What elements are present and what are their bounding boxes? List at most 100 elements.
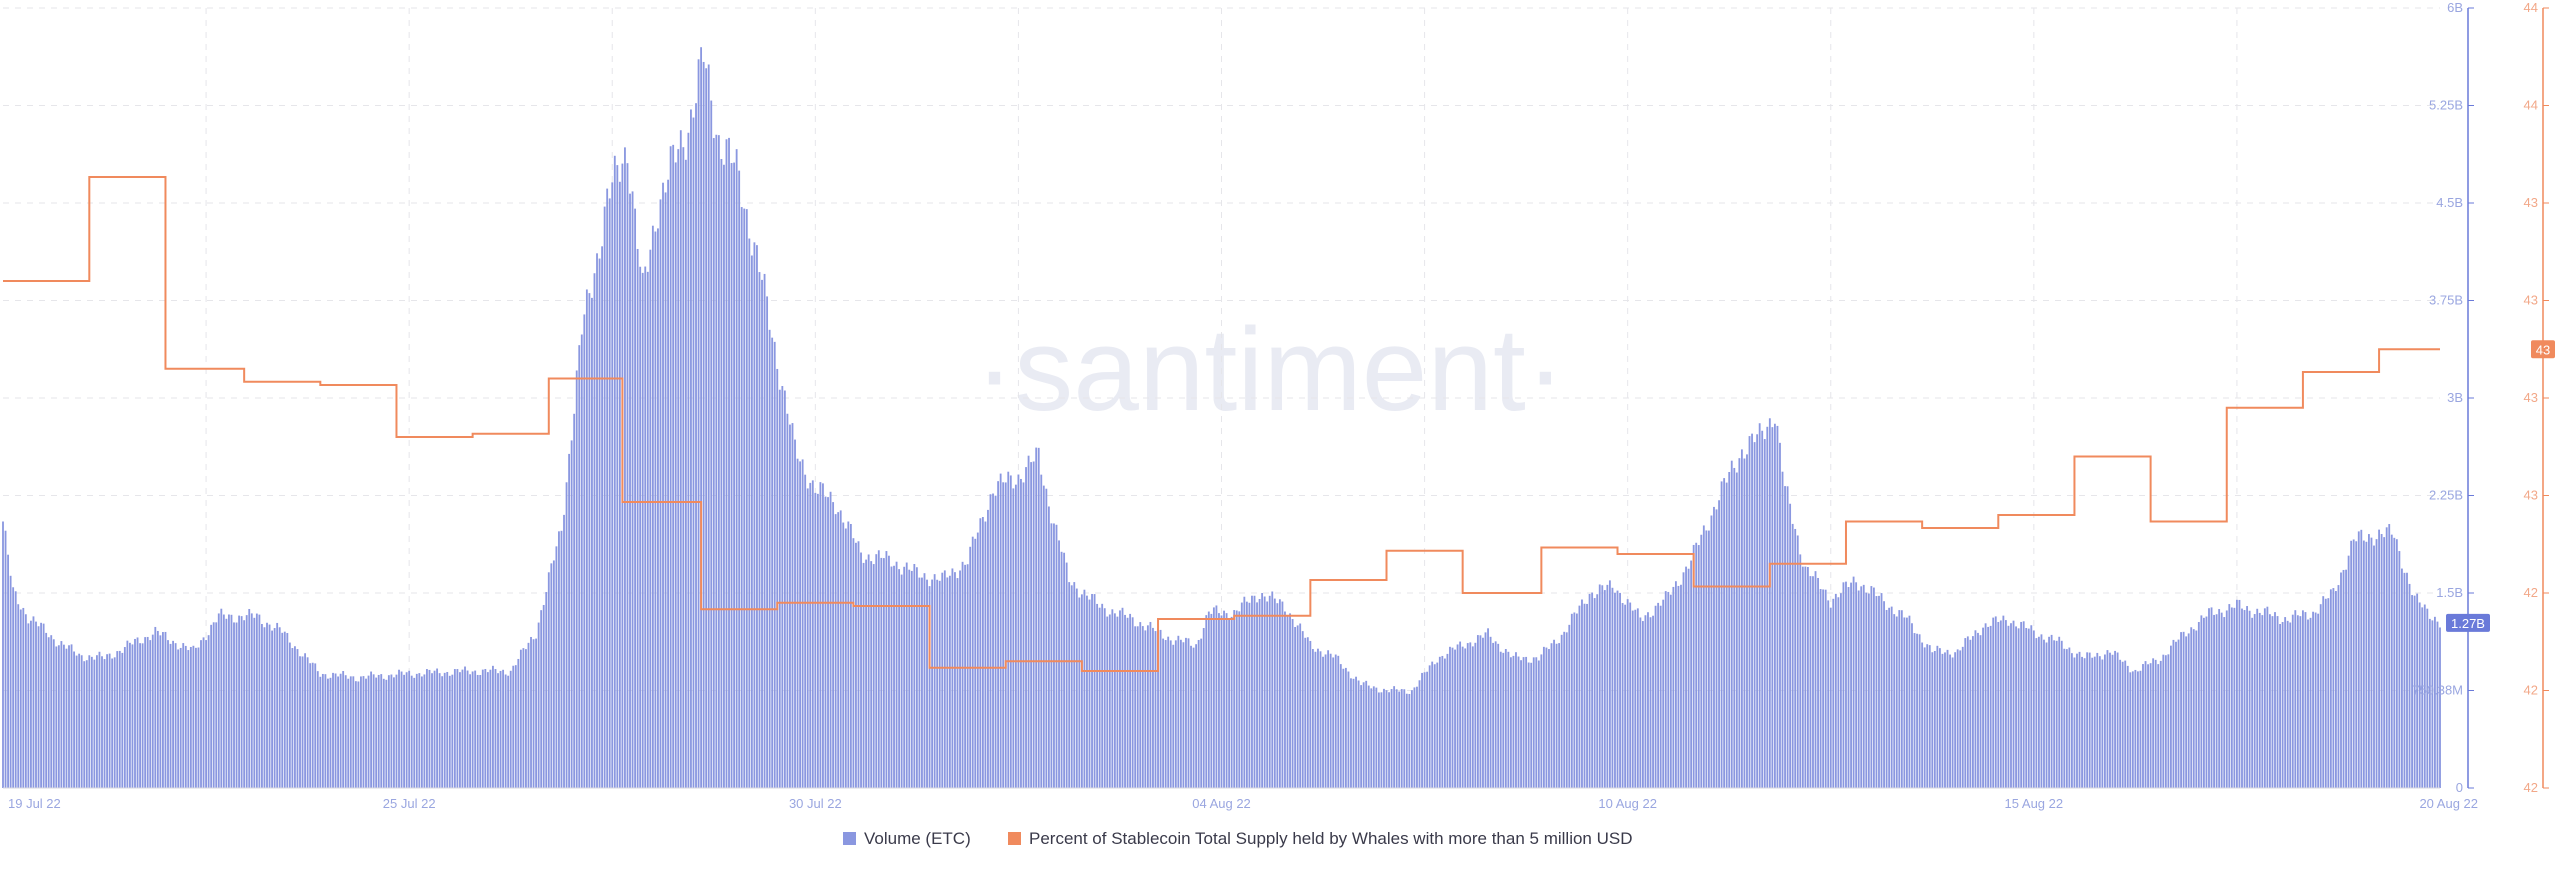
volume-bar bbox=[296, 649, 299, 788]
volume-bar bbox=[1992, 617, 1995, 788]
volume-bar bbox=[283, 631, 286, 788]
volume-bar bbox=[870, 561, 873, 788]
volume-bar bbox=[111, 658, 114, 788]
volume-bar bbox=[291, 648, 294, 788]
volume-bar bbox=[1520, 660, 1522, 788]
volume-bar bbox=[253, 617, 256, 788]
volume-bar bbox=[1479, 635, 1482, 788]
volume-bar bbox=[1332, 657, 1335, 788]
volume-bar bbox=[1824, 589, 1827, 788]
volume-bar bbox=[504, 674, 507, 788]
volume-bar bbox=[657, 228, 659, 788]
volume-bar bbox=[354, 681, 357, 788]
volume-bar bbox=[1905, 617, 1908, 788]
stablecoin-step-line bbox=[3, 176, 2440, 672]
volume-bar bbox=[1586, 603, 1588, 788]
volume-bar bbox=[197, 647, 200, 788]
volume-bar bbox=[933, 574, 936, 788]
volume-bar bbox=[1649, 617, 1652, 788]
volume-bar bbox=[596, 253, 598, 789]
volume-bar bbox=[1350, 678, 1352, 788]
volume-bar bbox=[778, 389, 781, 788]
volume-bar bbox=[1819, 589, 1822, 788]
volume-bar bbox=[365, 678, 367, 788]
volume-bar bbox=[1624, 604, 1627, 788]
volume-bar bbox=[1240, 602, 1243, 788]
volume-bar bbox=[319, 676, 322, 788]
volume-bar bbox=[1469, 642, 1472, 788]
volume-bar bbox=[2233, 607, 2236, 788]
volume-bar bbox=[2152, 658, 2155, 788]
volume-bar bbox=[459, 672, 461, 788]
volume-current-value: 1.27B bbox=[2451, 616, 2485, 631]
x-tick-label: 30 Jul 22 bbox=[789, 796, 842, 811]
volume-bar bbox=[1865, 592, 1868, 788]
volume-bar bbox=[2228, 604, 2231, 788]
volume-bar bbox=[179, 647, 182, 788]
volume-bar bbox=[814, 492, 817, 788]
volume-bar bbox=[1258, 599, 1261, 788]
volume-bar bbox=[304, 653, 307, 788]
volume-bar bbox=[2335, 591, 2337, 788]
volume-bar bbox=[1591, 592, 1594, 788]
volume-bar bbox=[882, 558, 885, 788]
volume-bar bbox=[1598, 584, 1601, 788]
volume-bar bbox=[1372, 686, 1375, 788]
volume-bar bbox=[2289, 622, 2292, 788]
volume-bar bbox=[12, 587, 15, 788]
volume-bar bbox=[1484, 632, 1487, 788]
volume-bar bbox=[88, 655, 91, 788]
y-left-tick-label: 3B bbox=[2447, 390, 2463, 405]
volume-bar bbox=[705, 68, 708, 788]
volume-bar bbox=[1179, 639, 1182, 788]
volume-bar bbox=[1525, 656, 1528, 788]
volume-bar bbox=[819, 482, 822, 788]
y-right-tick-label: 44 bbox=[2524, 0, 2538, 15]
volume-bar bbox=[849, 523, 852, 788]
volume-bar bbox=[1748, 436, 1751, 788]
volume-bar bbox=[2385, 527, 2388, 788]
volume-bar bbox=[783, 390, 786, 788]
volume-bar bbox=[1558, 643, 1561, 788]
volume-bar bbox=[624, 147, 626, 788]
volume-bar bbox=[1281, 601, 1284, 788]
volume-bar bbox=[2126, 665, 2129, 788]
volume-bar bbox=[1309, 640, 1312, 788]
volume-bar bbox=[872, 564, 875, 788]
volume-bar bbox=[1182, 642, 1185, 788]
volume-bar bbox=[1781, 471, 1784, 788]
volume-bar bbox=[1690, 560, 1693, 788]
volume-bar bbox=[1091, 593, 1093, 788]
volume-bar bbox=[2203, 617, 2205, 788]
volume-bar bbox=[118, 650, 121, 788]
volume-bar bbox=[1197, 639, 1200, 788]
volume-bar bbox=[2012, 620, 2015, 788]
volume-bar bbox=[1319, 651, 1322, 788]
volume-bar bbox=[512, 665, 515, 788]
volume-bar bbox=[1713, 506, 1715, 788]
volume-bar bbox=[1771, 427, 1774, 788]
volume-bar bbox=[1131, 617, 1134, 788]
volume-bar bbox=[2327, 598, 2330, 788]
volume-bar bbox=[1113, 613, 1116, 788]
volume-bar bbox=[337, 676, 340, 788]
volume-bar bbox=[2324, 598, 2327, 788]
volume-bar bbox=[2296, 615, 2299, 788]
volume-bar bbox=[1631, 610, 1634, 788]
volume-bar bbox=[220, 608, 223, 788]
volume-bar bbox=[1456, 644, 1459, 788]
volume-bar bbox=[1880, 593, 1883, 788]
volume-bar bbox=[1413, 687, 1416, 788]
volume-bar bbox=[1017, 474, 1020, 788]
volume-bar bbox=[725, 139, 728, 788]
volume-bar bbox=[1667, 591, 1670, 788]
volume-bar bbox=[385, 679, 388, 788]
volume-bar bbox=[192, 645, 195, 788]
volume-bar bbox=[1987, 626, 1990, 788]
volume-bar bbox=[1410, 690, 1413, 788]
volume-bar bbox=[1685, 566, 1687, 788]
volume-bar bbox=[1301, 631, 1304, 788]
volume-bar bbox=[35, 621, 37, 788]
volume-bar bbox=[1055, 524, 1058, 788]
